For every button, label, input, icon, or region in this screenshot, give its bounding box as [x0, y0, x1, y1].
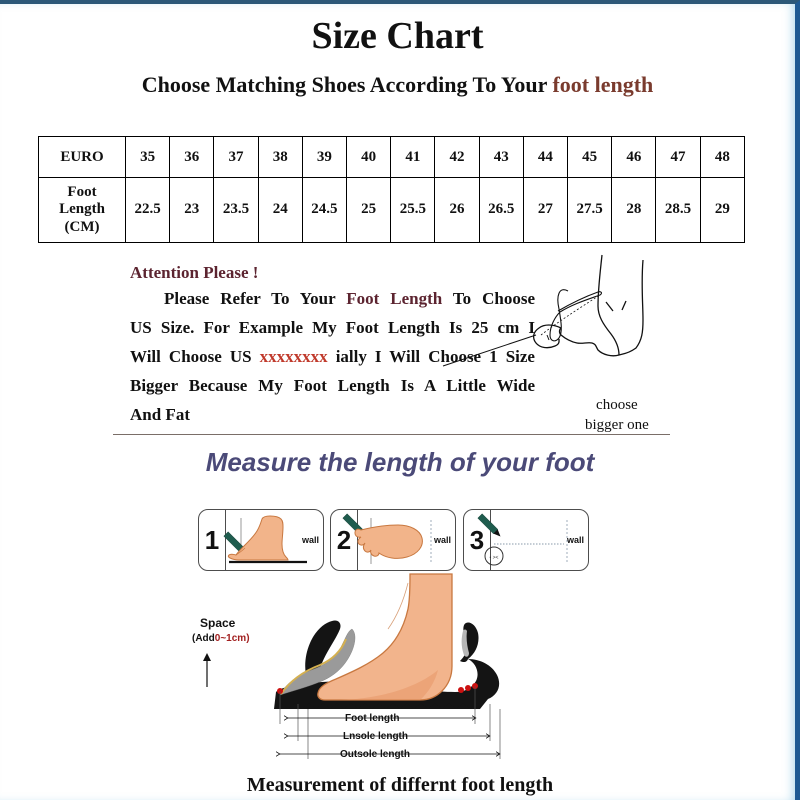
svg-text:Lnsole length: Lnsole length [343, 731, 408, 742]
svg-text:Space: Space [200, 616, 236, 630]
svg-text:(Add0~1cm): (Add0~1cm) [192, 633, 250, 644]
svg-text:• ><: • >< [490, 555, 499, 561]
svg-text:Foot length: Foot length [345, 713, 399, 724]
svg-text:Outsole length: Outsole length [340, 749, 410, 760]
